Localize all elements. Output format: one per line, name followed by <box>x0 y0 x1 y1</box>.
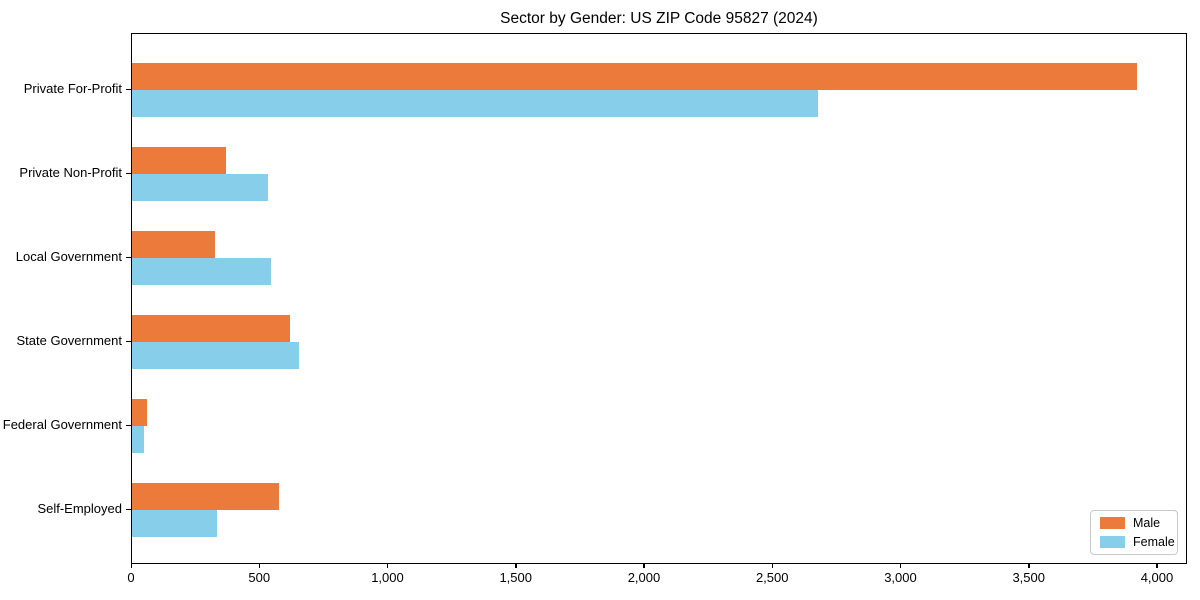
y-tick <box>126 173 131 175</box>
x-tick <box>258 564 261 568</box>
x-tick-label: 3,000 <box>884 570 917 585</box>
bar-female-state-government <box>132 342 299 369</box>
legend-label: Female <box>1133 535 1175 549</box>
x-tick <box>1028 564 1030 568</box>
bar-male-local-government <box>132 231 215 258</box>
chart-title: Sector by Gender: US ZIP Code 95827 (202… <box>500 10 818 27</box>
y-tick <box>126 425 131 427</box>
bar-female-local-government <box>132 258 271 285</box>
bar-female-federal-government <box>132 426 144 453</box>
bar-female-private-for-profit <box>132 90 818 117</box>
x-tick-label: 2,500 <box>755 570 789 585</box>
y-tick-label: Private For-Profit <box>23 81 122 96</box>
x-tick <box>899 564 902 568</box>
bar-male-federal-government <box>132 399 147 426</box>
legend-swatch-male <box>1100 517 1125 529</box>
y-tick <box>126 341 131 343</box>
x-tick-label: 2,000 <box>627 570 661 585</box>
x-tick <box>643 564 645 568</box>
legend-swatch-female <box>1100 536 1125 548</box>
bar-male-state-government <box>132 315 290 342</box>
x-tick <box>515 564 517 568</box>
x-tick-label: 500 <box>248 570 271 585</box>
y-tick <box>126 257 131 259</box>
x-tick-label: 3,500 <box>1012 570 1045 585</box>
x-tick <box>130 564 132 568</box>
y-tick <box>126 509 131 511</box>
bar-male-private-non-profit <box>132 147 226 174</box>
bar-male-self-employed <box>132 483 279 510</box>
x-tick <box>386 564 389 568</box>
y-tick-label: Private Non-Profit <box>19 165 122 180</box>
plot-area: Male Female <box>131 33 1187 564</box>
bar-male-private-for-profit <box>132 63 1137 90</box>
bar-female-private-non-profit <box>132 174 268 201</box>
x-tick <box>771 564 774 568</box>
x-tick-label: 1,500 <box>499 570 532 585</box>
y-tick-label: Local Government <box>15 249 122 264</box>
x-tick-label: 0 <box>127 570 135 585</box>
legend-label: Male <box>1133 516 1161 530</box>
y-tick <box>126 89 131 91</box>
legend: Male Female <box>1090 510 1178 555</box>
x-tick <box>1156 564 1158 568</box>
y-tick-label: State Government <box>16 333 123 348</box>
legend-item-female: Female <box>1100 535 1175 549</box>
y-tick-label: Federal Government <box>2 417 122 432</box>
y-tick-label: Self-Employed <box>37 501 122 516</box>
legend-item-male: Male <box>1100 516 1168 530</box>
bar-female-self-employed <box>132 510 217 537</box>
x-tick-label: 1,000 <box>371 570 404 585</box>
x-tick-label: 4,000 <box>1140 570 1174 585</box>
